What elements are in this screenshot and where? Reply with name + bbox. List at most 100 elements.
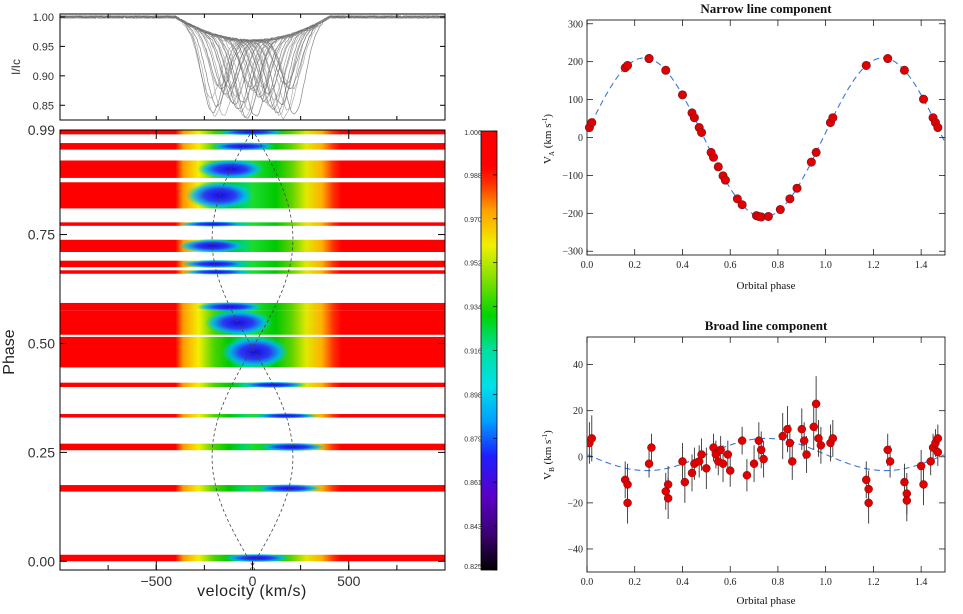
phase-band — [60, 485, 445, 492]
broad-point — [647, 443, 656, 452]
profile-line — [60, 15, 445, 108]
broad-point — [816, 441, 826, 450]
broad-x-tick-label: 0.4 — [676, 577, 689, 588]
phase-band — [60, 443, 445, 451]
broad-y-tick-label: −40 — [567, 544, 583, 555]
narrow-point — [861, 60, 871, 70]
rv-curve-dashed-1 — [211, 132, 294, 570]
broad-y-label: VB (km s-1) — [541, 430, 556, 480]
broad-point — [788, 457, 797, 466]
broad-point — [644, 459, 654, 468]
narrow-y-label: VA (km s-1) — [541, 114, 556, 164]
profile-line — [60, 15, 445, 95]
narrow-point — [708, 152, 718, 162]
narrow-point — [623, 60, 633, 70]
absorption-feature — [252, 413, 321, 419]
profile-line — [60, 15, 445, 117]
broad-point — [663, 480, 673, 489]
narrow-point — [785, 194, 795, 204]
broad-points — [587, 376, 943, 524]
narrow-title: Narrow line component — [700, 1, 832, 16]
profile-y-tick-label: 0.95 — [33, 41, 54, 53]
narrow-point — [933, 123, 943, 133]
broad-point — [742, 470, 752, 480]
narrow-point — [828, 113, 838, 123]
dynamic-x-tick-label: 0 — [249, 573, 257, 589]
broad-point — [680, 477, 690, 487]
broad-y-label-unit: (km s — [542, 440, 554, 468]
narrow-x-tick-label: 0.2 — [628, 260, 641, 271]
narrow-y-label-exp: -1 — [541, 117, 549, 123]
narrow-panel: 0.0 0.2 0.4 0.6 0.8 1.0 1.2 1.4 −300 −200 −100 0 100… — [541, 1, 946, 292]
broad-x-tick-label: 0.2 — [628, 577, 641, 588]
dynamic-y-tick-label: 0.75 — [28, 227, 55, 243]
absorption-feature — [217, 130, 286, 136]
broad-point — [785, 438, 795, 448]
narrow-point — [677, 90, 687, 100]
narrow-point — [587, 118, 597, 128]
narrow-point — [661, 65, 671, 75]
broad-point — [926, 457, 935, 466]
broad-y-label-main: V — [542, 472, 554, 480]
broad-panel: 0.0 0.2 0.4 0.6 0.8 1.0 1.2 1.4 −40 −20 0 20 40 Broa… — [541, 318, 946, 607]
narrow-y-label-close: ) — [542, 114, 554, 118]
broad-point — [737, 436, 747, 445]
narrow-point — [697, 128, 707, 138]
dynamic-x-ticks: −500 0 500 — [107, 130, 398, 589]
narrow-y-tick-label: 300 — [568, 19, 583, 30]
narrow-point — [899, 65, 909, 75]
broad-y-label-exp: -1 — [541, 433, 549, 439]
broad-y-tick-label: −20 — [567, 498, 583, 509]
absorption-feature — [178, 221, 247, 227]
narrow-x-tick-label: 0.8 — [772, 260, 785, 271]
profile-line — [60, 15, 445, 107]
broad-point — [902, 496, 912, 505]
narrow-y-tick-label: −100 — [562, 171, 583, 182]
broad-point — [864, 498, 873, 508]
absorption-feature — [239, 381, 308, 389]
profile-line — [60, 15, 445, 101]
broad-point — [718, 459, 728, 468]
dynamic-x-tick-label: −500 — [140, 573, 172, 589]
dynamic-y-label: Phase — [1, 329, 18, 374]
broad-point — [723, 450, 733, 459]
profile-line — [60, 15, 445, 111]
profile-y-ticks: 0.85 0.90 0.95 1.00 — [33, 12, 445, 120]
broad-title: Broad line component — [705, 318, 828, 333]
broad-point — [799, 436, 809, 445]
dynamic-y-tick-label: 0.00 — [28, 553, 55, 569]
broad-point — [725, 466, 735, 475]
profile-line — [60, 15, 445, 116]
profile-line — [60, 15, 445, 104]
phase-band — [60, 222, 445, 226]
broad-x-tick-label: 0.8 — [772, 577, 785, 588]
broad-point — [885, 457, 895, 466]
profile-line — [60, 15, 445, 99]
broad-point — [702, 464, 711, 473]
profile-y-tick-label: 0.85 — [33, 100, 54, 112]
profile-line — [60, 15, 445, 117]
broad-y-label-close: ) — [542, 430, 554, 434]
narrow-point — [792, 183, 802, 193]
narrow-x-tick-label: 0.4 — [676, 260, 689, 271]
narrow-x-label: Orbital phase — [737, 280, 796, 292]
broad-frame — [586, 336, 946, 573]
broad-ticks: 0.0 0.2 0.4 0.6 0.8 1.0 1.2 1.4 −40 −20 0 20 40 — [567, 337, 945, 588]
broad-y-label-sub: B — [548, 467, 556, 472]
broad-x-tick-label: 1.4 — [915, 577, 928, 588]
narrow-y-label-main: V — [542, 156, 554, 164]
broad-x-tick-label: 0.0 — [581, 577, 594, 588]
phase-band — [60, 270, 445, 274]
absorption-feature — [182, 269, 251, 275]
broad-point — [783, 424, 792, 434]
broad-point — [828, 434, 838, 443]
broad-point — [809, 422, 818, 432]
profile-y-tick-label: 1.00 — [33, 12, 54, 24]
phase-band — [60, 239, 445, 252]
broad-point — [802, 450, 811, 459]
broad-x-tick-label: 1.2 — [867, 577, 880, 588]
dynamic-y-tick-label: 0.50 — [28, 335, 55, 351]
broad-point — [623, 480, 632, 489]
broad-x-label: Orbital phase — [737, 595, 796, 607]
broad-point — [678, 457, 687, 466]
